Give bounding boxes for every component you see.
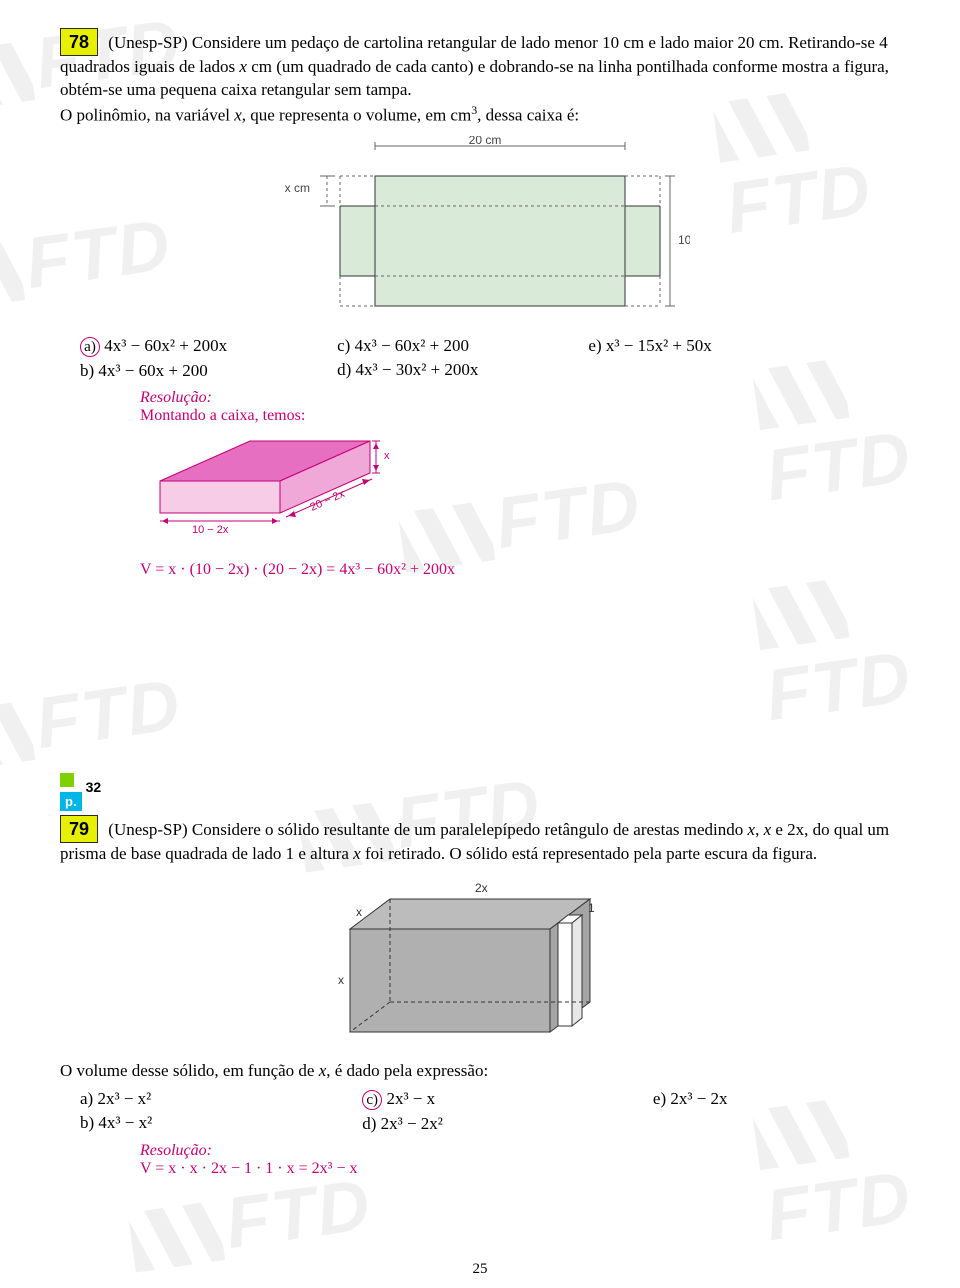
q79-question: O volume desse sólido, em função de x, é… bbox=[60, 1060, 900, 1083]
green-square-icon bbox=[60, 773, 74, 787]
q78-number: 78 bbox=[60, 28, 98, 56]
box-x: x bbox=[384, 450, 390, 462]
dim-xcm: x cm bbox=[285, 181, 310, 195]
page-number: 25 bbox=[0, 1261, 960, 1278]
label-x2: x bbox=[338, 973, 344, 987]
page-ref: p. 32 bbox=[60, 779, 101, 811]
q78-source: (Unesp-SP) bbox=[108, 33, 187, 52]
var-x: x bbox=[748, 820, 756, 839]
dim-10cm: 10 cm bbox=[678, 233, 690, 247]
resolucao-label-79: Resolução: bbox=[140, 1142, 900, 1160]
opt-a-circled: a) bbox=[80, 337, 100, 357]
q79-source: (Unesp-SP) bbox=[108, 820, 187, 839]
q79-block: 79 (Unesp-SP) Considere o sólido resulta… bbox=[60, 815, 900, 866]
q78-text3a: O polinômio, na variável bbox=[60, 106, 234, 125]
q78-text3c: , dessa caixa é: bbox=[477, 106, 579, 125]
q79-q2b: , é dado pela expressão: bbox=[326, 1061, 488, 1080]
q78-work1: Montando a caixa, temos: bbox=[140, 407, 900, 425]
q79-text3: foi retirado. O sólido está representado… bbox=[361, 844, 817, 863]
q78-box-diagram: x 10 − 2x 20 − 2x bbox=[140, 431, 400, 551]
label-1: 1 bbox=[588, 901, 595, 915]
q78-options: a) 4x³ − 60x² + 200x b) 4x³ − 60x + 200 … bbox=[80, 336, 900, 385]
var-x: x bbox=[764, 820, 772, 839]
q78-diagram: 20 cm x cm bbox=[270, 136, 690, 326]
opt-e: x³ − 15x² + 50x bbox=[606, 336, 712, 355]
box-w: 10 − 2x bbox=[192, 524, 229, 536]
q78-block: 78 (Unesp-SP) Considere um pedaço de car… bbox=[60, 28, 900, 128]
opt79-e: 2x³ − 2x bbox=[670, 1089, 727, 1108]
q78-text3b: , que representa o volume, em cm bbox=[242, 106, 471, 125]
label-x1: x bbox=[356, 905, 362, 919]
var-x: x bbox=[239, 57, 247, 76]
q79-number: 79 bbox=[60, 815, 98, 843]
dim-20cm: 20 cm bbox=[469, 136, 502, 147]
opt-b: 4x³ − 60x + 200 bbox=[98, 361, 207, 380]
resolucao-label: Resolução: bbox=[140, 389, 900, 407]
opt-c: 4x³ − 60x² + 200 bbox=[355, 336, 469, 355]
opt79-b: 4x³ − x² bbox=[98, 1113, 152, 1132]
opt79-d: 2x³ − 2x² bbox=[381, 1114, 443, 1133]
opt-a: 4x³ − 60x² + 200x bbox=[104, 336, 227, 355]
q79-solid-diagram: x 2x 1 x bbox=[320, 874, 640, 1054]
q78-work2: V = x · (10 − 2x) · (20 − 2x) = 4x³ − 60… bbox=[140, 561, 900, 579]
opt-d: 4x³ − 30x² + 200x bbox=[356, 360, 479, 379]
page-ref-num: 32 bbox=[82, 779, 102, 811]
p-badge: p. bbox=[60, 792, 82, 811]
label-2x: 2x bbox=[475, 881, 488, 895]
opt-c-circled: c) bbox=[362, 1090, 382, 1110]
var-x: x bbox=[234, 106, 242, 125]
q79-options: a) 2x³ − x² b) 4x³ − x² c) 2x³ − x d) 2x… bbox=[80, 1089, 900, 1138]
q79-text1: Considere o sólido resultante de um para… bbox=[192, 820, 748, 839]
var-x: x bbox=[353, 844, 361, 863]
opt79-a: 2x³ − x² bbox=[97, 1089, 151, 1108]
opt79-c: 2x³ − x bbox=[386, 1089, 435, 1108]
q79-q2: O volume desse sólido, em função de bbox=[60, 1061, 319, 1080]
q79-work: V = x · x · 2x − 1 · 1 · x = 2x³ − x bbox=[140, 1160, 900, 1178]
